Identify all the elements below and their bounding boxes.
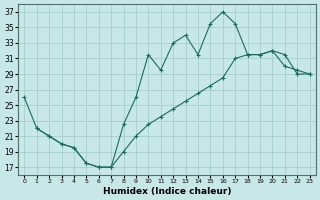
X-axis label: Humidex (Indice chaleur): Humidex (Indice chaleur) — [103, 187, 231, 196]
